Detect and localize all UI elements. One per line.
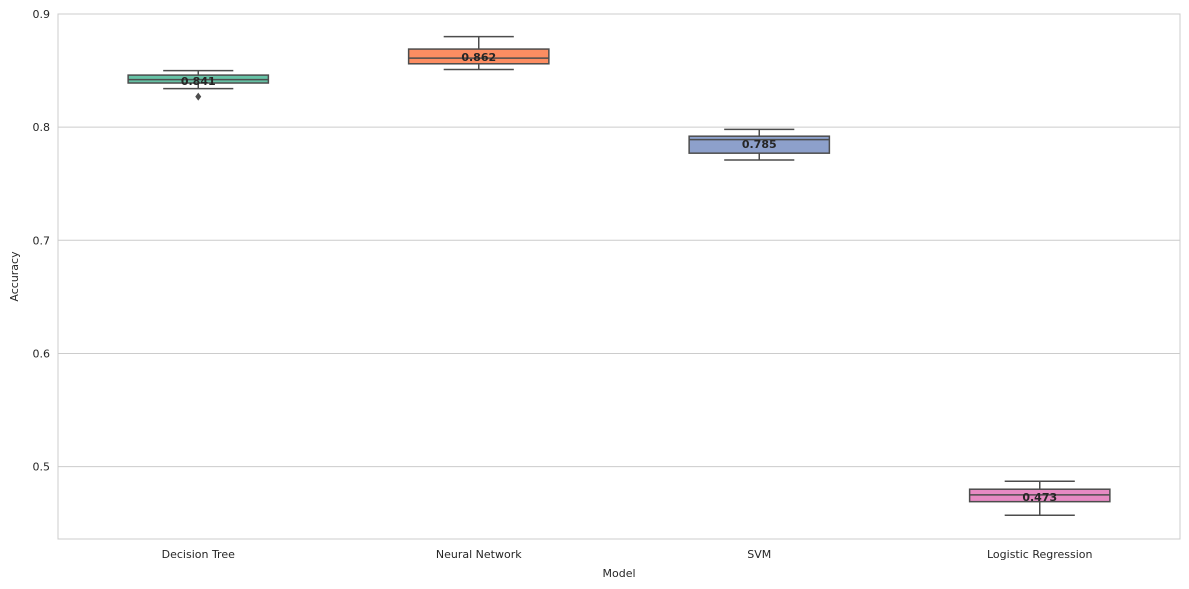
box [407, 48, 550, 65]
x-tick-label: Logistic Regression [987, 548, 1093, 561]
mean-label: 0.473 [1022, 491, 1057, 504]
box-group: 0.841 [127, 69, 270, 101]
y-tick-label: 0.6 [33, 347, 51, 360]
x-axis-label: Model [602, 567, 635, 580]
x-tick-label: SVM [747, 548, 771, 561]
x-tick-label: Neural Network [436, 548, 522, 561]
outlier-marker [195, 92, 202, 101]
box [688, 135, 831, 154]
y-tick-label: 0.7 [33, 234, 51, 247]
y-tick-label: 0.8 [33, 121, 51, 134]
y-axis-label: Accuracy [8, 251, 21, 302]
box-group: 0.473 [968, 480, 1111, 516]
y-tick-label: 0.9 [33, 8, 51, 21]
mean-label: 0.841 [181, 75, 216, 88]
plot-frame [57, 13, 1181, 540]
box-group: 0.862 [407, 35, 550, 71]
mean-label: 0.785 [742, 138, 777, 151]
mean-label: 0.862 [461, 51, 496, 64]
x-tick-labels: Decision Tree Neural Network SVM Logistic R… [162, 548, 1093, 561]
y-tick-labels: 0.5 0.6 0.7 0.8 0.9 [33, 8, 51, 474]
box-group: 0.785 [688, 128, 831, 161]
y-tick-label: 0.5 [33, 461, 51, 474]
boxes-group: 0.841 0.862 0.785 0.473 [127, 35, 1111, 516]
x-tick-label: Decision Tree [162, 548, 235, 561]
